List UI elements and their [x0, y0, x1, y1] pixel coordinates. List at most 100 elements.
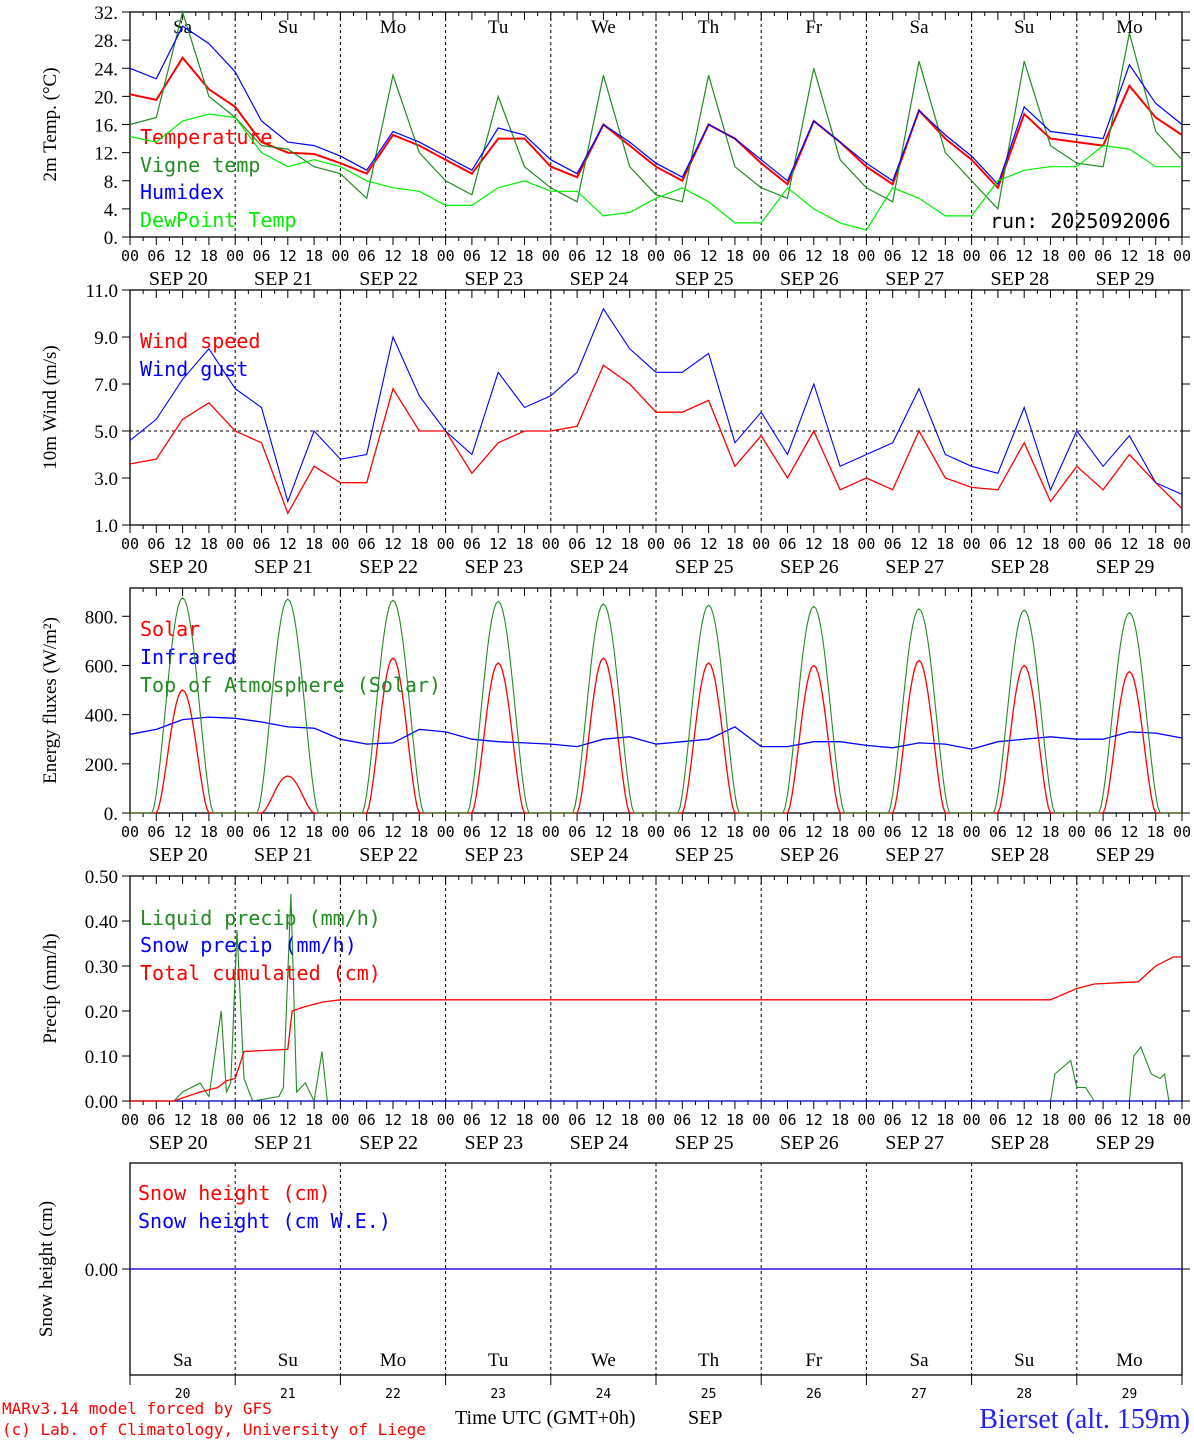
hour-tick-label: 00 [752, 1111, 770, 1129]
hour-tick-label: 18 [515, 535, 533, 553]
day-name: Fr [805, 1350, 823, 1371]
hour-tick-label: 00 [857, 823, 875, 841]
hour-tick-label: 18 [621, 247, 639, 265]
day-number: 20 [175, 1387, 191, 1402]
hour-tick-label: 06 [673, 1111, 691, 1129]
hour-tick-label: 00 [647, 1111, 665, 1129]
y-tick-label: 16. [94, 116, 118, 137]
hour-tick-label: 06 [358, 823, 376, 841]
y-axis-label: Energy fluxes (W/m²) [40, 617, 61, 784]
day-name: Su [1014, 1350, 1035, 1371]
date-label: SEP 27 [885, 1132, 944, 1154]
day-number: 24 [596, 1387, 612, 1402]
y-tick-label: 800. [85, 607, 118, 628]
hour-tick-label: 12 [384, 823, 402, 841]
hour-tick-label: 12 [594, 247, 612, 265]
hour-tick-label: 12 [489, 823, 507, 841]
hour-tick-label: 12 [279, 535, 297, 553]
hour-tick-label: 18 [305, 535, 323, 553]
day-name: Mo [1116, 17, 1142, 38]
day-number: 26 [806, 1387, 822, 1402]
hour-tick-label: 12 [805, 1111, 823, 1129]
hour-tick-label: 06 [358, 535, 376, 553]
hour-tick-label: 00 [331, 535, 349, 553]
day-name: Tu [488, 1350, 509, 1371]
date-label: SEP 25 [675, 268, 734, 290]
legend-entry: Liquid precip (mm/h) [140, 906, 381, 930]
hour-tick-label: 12 [279, 247, 297, 265]
date-label: SEP 23 [464, 268, 523, 290]
date-label: SEP 28 [990, 556, 1049, 578]
hour-tick-label: 06 [568, 247, 586, 265]
legend-entry: Humidex [140, 180, 224, 204]
x-axis-label: Time UTC (GMT+0h) [455, 1407, 636, 1429]
y-tick-label: 20. [94, 87, 118, 108]
y-tick-label: 0.00 [85, 1092, 118, 1113]
hour-tick-label: 18 [936, 535, 954, 553]
legend-entry: Temperature [140, 125, 272, 149]
hour-tick-label: 18 [410, 1111, 428, 1129]
hour-tick-label: 00 [542, 823, 560, 841]
hour-tick-label: 12 [594, 535, 612, 553]
hour-tick-label: 06 [147, 1111, 165, 1129]
date-label: SEP 20 [149, 1132, 208, 1154]
date-label: SEP 24 [570, 556, 629, 578]
date-label: SEP 24 [570, 1132, 629, 1154]
hour-tick-label: 18 [831, 823, 849, 841]
hour-tick-label: 18 [621, 823, 639, 841]
day-name: Tu [488, 17, 509, 38]
y-tick-label: 4. [104, 200, 118, 221]
hour-tick-label: 00 [647, 247, 665, 265]
y-tick-label: 24. [94, 59, 118, 80]
hour-tick-label: 00 [752, 823, 770, 841]
date-label: SEP 25 [675, 556, 734, 578]
date-label: SEP 28 [990, 268, 1049, 290]
hour-tick-label: 00 [226, 535, 244, 553]
hour-tick-label: 00 [647, 535, 665, 553]
hour-tick-label: 00 [437, 247, 455, 265]
hour-tick-label: 12 [594, 823, 612, 841]
panel-frame [129, 587, 1183, 814]
hour-tick-label: 06 [673, 535, 691, 553]
hour-tick-label: 06 [252, 247, 270, 265]
hour-tick-label: 12 [174, 1111, 192, 1129]
hour-tick-label: 18 [936, 823, 954, 841]
y-tick-label: 0. [104, 804, 118, 825]
hour-tick-label: 00 [752, 535, 770, 553]
y-tick-label: 0.40 [85, 912, 118, 933]
y-tick-label: 0.20 [85, 1002, 118, 1023]
series-line-humidex [129, 25, 1183, 186]
hour-tick-label: 06 [568, 823, 586, 841]
hour-tick-label: 06 [884, 247, 902, 265]
day-name: Sa [910, 17, 930, 38]
date-label: SEP 29 [1096, 556, 1155, 578]
y-axis-label: 2m Temp. (°C) [40, 67, 61, 181]
hour-tick-label: 12 [700, 823, 718, 841]
hour-tick-label: 18 [200, 535, 218, 553]
series-line-wind-gust [129, 307, 1183, 504]
hour-tick-label: 00 [1173, 247, 1191, 265]
hour-tick-label: 00 [331, 247, 349, 265]
hour-tick-label: 12 [279, 823, 297, 841]
y-axis-label: Snow height (cm) [36, 1201, 57, 1337]
hour-tick-label: 12 [489, 535, 507, 553]
hour-tick-label: 12 [805, 823, 823, 841]
hour-tick-label: 00 [437, 535, 455, 553]
day-name: Mo [1116, 1350, 1142, 1371]
hour-tick-label: 06 [989, 823, 1007, 841]
y-tick-label: 12. [94, 144, 118, 165]
station-label: Bierset (alt. 159m) [979, 1404, 1190, 1435]
hour-tick-label: 12 [279, 1111, 297, 1129]
hour-tick-label: 06 [673, 823, 691, 841]
y-tick-label: 32. [94, 3, 118, 24]
date-label: SEP 24 [570, 268, 629, 290]
series-line-temperature [129, 55, 1183, 190]
date-label: SEP 22 [359, 268, 418, 290]
day-name: Sa [173, 1350, 193, 1371]
legend-entry: DewPoint Temp [140, 208, 297, 232]
hour-tick-label: 00 [1068, 535, 1086, 553]
hour-tick-label: 06 [147, 247, 165, 265]
hour-tick-label: 06 [884, 1111, 902, 1129]
day-number: 29 [1122, 1387, 1138, 1402]
hour-tick-label: 18 [410, 535, 428, 553]
